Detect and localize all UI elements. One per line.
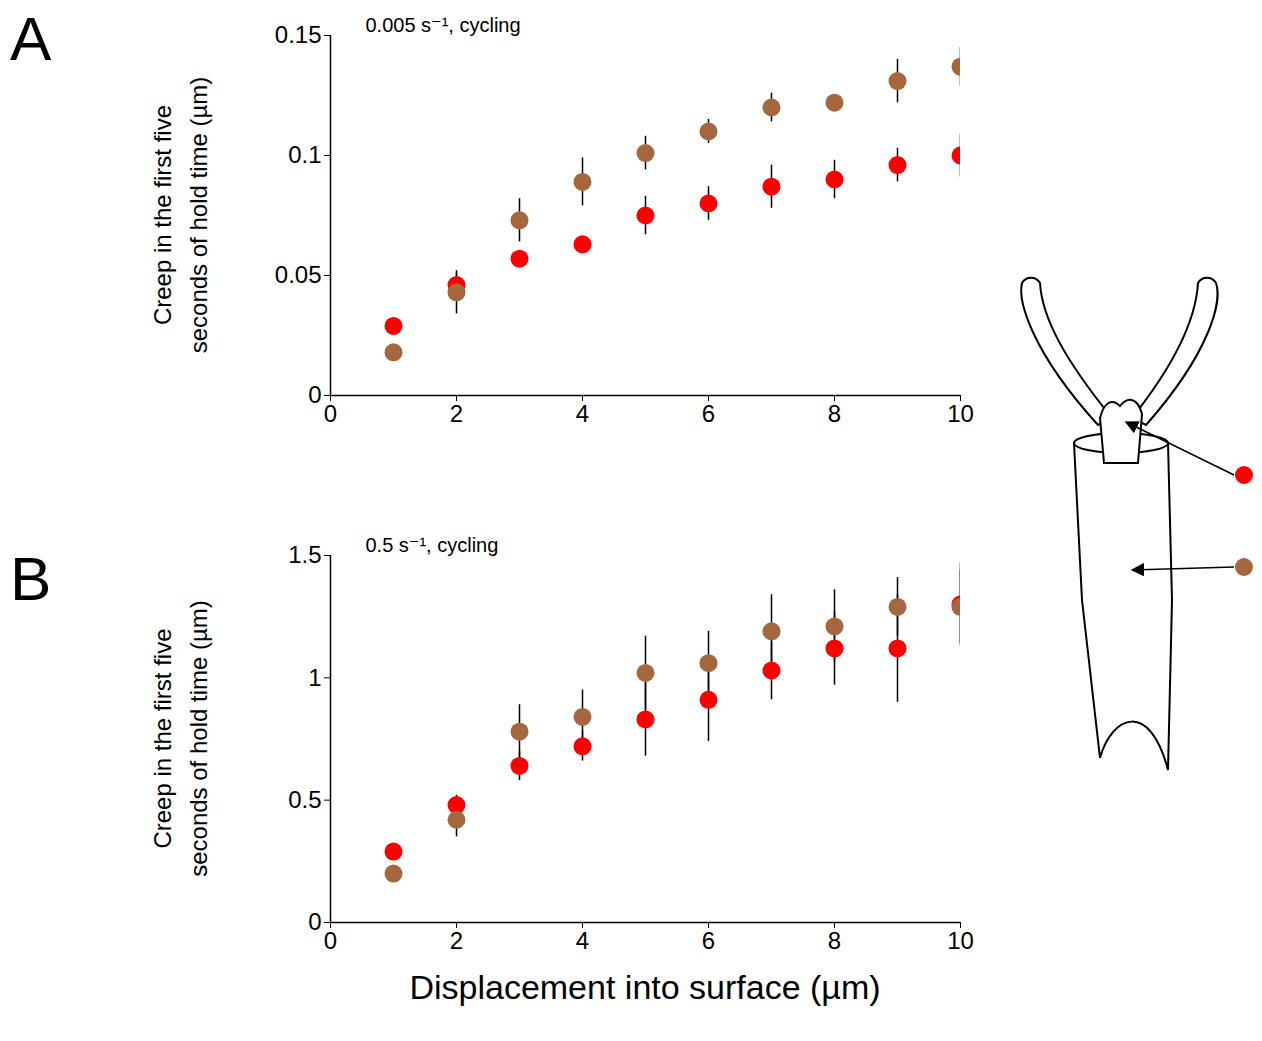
svg-text:8: 8 — [828, 400, 841, 427]
html-text:B: B — [10, 544, 52, 613]
svg-text:Creep in the first five: Creep in the first five — [149, 628, 176, 848]
svg-text:6: 6 — [702, 400, 715, 427]
svg-text:1.5: 1.5 — [288, 541, 321, 568]
svg-text:0: 0 — [308, 381, 321, 408]
svg-text:0: 0 — [308, 908, 321, 935]
svg-text:6: 6 — [702, 927, 715, 954]
svg-text:10: 10 — [947, 400, 974, 427]
svg-text:0.5: 0.5 — [288, 786, 321, 813]
svg-text:0.1: 0.1 — [288, 141, 321, 168]
svg-text:Displacement into surface (µm): Displacement into surface (µm) — [409, 968, 880, 1006]
svg-text:0: 0 — [324, 400, 337, 427]
html-text:A: A — [10, 4, 52, 73]
svg-text:2: 2 — [450, 927, 463, 954]
svg-text:4: 4 — [576, 927, 589, 954]
svg-text:seconds of hold time (µm): seconds of hold time (µm) — [185, 600, 212, 877]
svg-text:8: 8 — [828, 927, 841, 954]
svg-text:4: 4 — [576, 400, 589, 427]
svg-text:0.05: 0.05 — [275, 261, 322, 288]
svg-text:seconds of hold time (µm): seconds of hold time (µm) — [185, 77, 212, 354]
svg-text:0.005 s⁻¹, cycling: 0.005 s⁻¹, cycling — [366, 14, 521, 36]
svg-text:1: 1 — [308, 664, 321, 691]
svg-text:2: 2 — [450, 400, 463, 427]
svg-text:0.5 s⁻¹, cycling: 0.5 s⁻¹, cycling — [366, 534, 499, 556]
svg-text:0: 0 — [324, 927, 337, 954]
svg-text:10: 10 — [947, 927, 974, 954]
svg-text:Creep in the first five: Creep in the first five — [149, 105, 176, 325]
svg-text:0.15: 0.15 — [275, 21, 322, 48]
